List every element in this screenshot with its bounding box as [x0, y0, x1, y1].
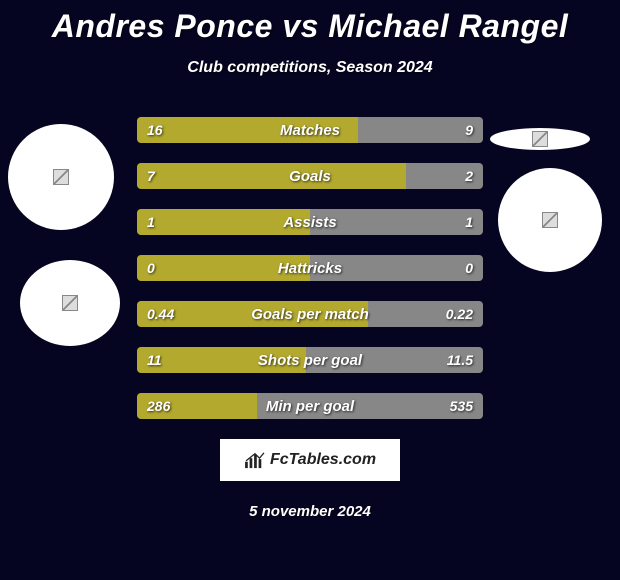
- stat-value-left: 16: [147, 117, 163, 143]
- subtitle: Club competitions, Season 2024: [0, 59, 620, 77]
- stat-value-right: 9: [465, 117, 473, 143]
- stat-row: 1111.5Shots per goal: [137, 347, 483, 373]
- stat-value-left: 286: [147, 393, 170, 419]
- date-label: 5 november 2024: [0, 503, 620, 520]
- missing-image-icon: [532, 131, 548, 147]
- bar-chart-icon: [244, 451, 266, 469]
- page-title: Andres Ponce vs Michael Rangel: [0, 0, 620, 45]
- stat-value-left: 0.44: [147, 301, 174, 327]
- stat-bar-left: [137, 255, 310, 281]
- comparison-bars: 169Matches72Goals11Assists00Hattricks0.4…: [137, 117, 483, 419]
- player-photo-placeholder: [498, 168, 602, 272]
- stat-bar-left: [137, 163, 406, 189]
- stat-bar-right: [310, 255, 483, 281]
- player-photo-placeholder: [20, 260, 120, 346]
- stat-row: 169Matches: [137, 117, 483, 143]
- stat-value-right: 535: [450, 393, 473, 419]
- stat-value-right: 11.5: [447, 347, 473, 373]
- stat-row: 0.440.22Goals per match: [137, 301, 483, 327]
- stat-value-left: 11: [147, 347, 162, 373]
- missing-image-icon: [62, 295, 78, 311]
- stat-value-right: 0: [465, 255, 473, 281]
- stat-value-right: 2: [465, 163, 473, 189]
- stat-bar-left: [137, 209, 310, 235]
- stat-row: 286535Min per goal: [137, 393, 483, 419]
- stat-value-left: 1: [147, 209, 155, 235]
- stat-row: 72Goals: [137, 163, 483, 189]
- stat-row: 11Assists: [137, 209, 483, 235]
- player-photo-placeholder: [8, 124, 114, 230]
- stat-value-right: 1: [465, 209, 473, 235]
- site-logo[interactable]: FcTables.com: [220, 439, 400, 481]
- stat-bar-left: [137, 347, 306, 373]
- missing-image-icon: [53, 169, 69, 185]
- stat-value-left: 0: [147, 255, 155, 281]
- stat-value-left: 7: [147, 163, 155, 189]
- missing-image-icon: [542, 212, 558, 228]
- stat-bar-right: [310, 209, 483, 235]
- player-photo-placeholder: [490, 128, 590, 150]
- stat-bar-left: [137, 117, 358, 143]
- stat-value-right: 0.22: [446, 301, 473, 327]
- stat-row: 00Hattricks: [137, 255, 483, 281]
- logo-text: FcTables.com: [270, 451, 376, 469]
